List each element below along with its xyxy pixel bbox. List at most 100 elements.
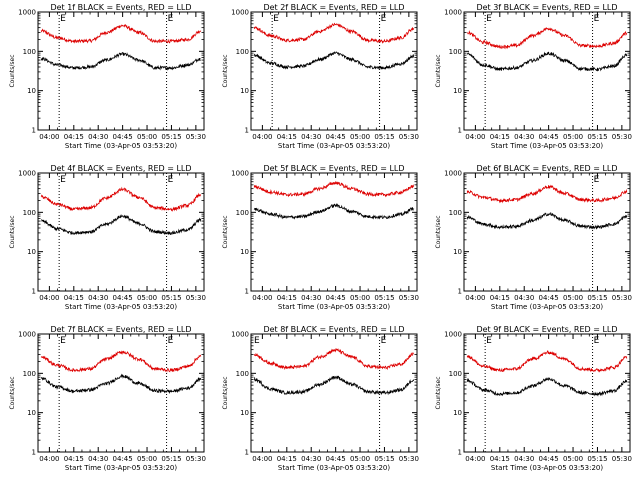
x-tick-label: 04:00 xyxy=(252,133,272,141)
data-point xyxy=(302,193,304,195)
x-tick-label: 04:45 xyxy=(539,455,559,463)
data-point xyxy=(187,205,189,206)
x-tick-label: 04:00 xyxy=(39,294,59,302)
data-point xyxy=(40,30,42,32)
data-point xyxy=(122,53,124,55)
y-tick-label: 100 xyxy=(236,370,249,378)
data-point xyxy=(613,197,615,199)
data-point xyxy=(367,366,369,367)
y-tick-label: 1000 xyxy=(231,170,249,178)
y-tick-label: 100 xyxy=(23,370,36,378)
data-point xyxy=(466,191,468,193)
plot-frame xyxy=(250,333,418,453)
y-tick-label: 1 xyxy=(458,288,462,296)
y-tick-label: 1000 xyxy=(231,9,249,17)
y-tick-label: 100 xyxy=(449,370,462,378)
data-point xyxy=(483,41,484,43)
data-point xyxy=(413,28,415,29)
data-point xyxy=(626,191,628,192)
data-point xyxy=(613,65,615,67)
data-point xyxy=(302,391,304,393)
data-point xyxy=(138,59,140,61)
y-axis-label: Counts/sec xyxy=(435,54,442,87)
data-point xyxy=(351,384,353,385)
lld-rate-line xyxy=(40,24,201,44)
data-point xyxy=(515,45,517,46)
panel-title: Det 3f BLACK = Events, RED = LLD xyxy=(476,3,617,12)
x-tick-label: 05:30 xyxy=(186,133,206,141)
data-point xyxy=(200,378,202,380)
data-point xyxy=(400,214,402,215)
lld-rate-line xyxy=(253,22,415,44)
data-point xyxy=(483,223,484,225)
y-tick-label: 1 xyxy=(245,127,249,135)
data-point xyxy=(597,369,598,371)
x-tick-label: 05:30 xyxy=(399,294,419,302)
x-tick-label: 05:30 xyxy=(612,455,632,463)
data-point xyxy=(466,32,468,33)
data-point xyxy=(367,39,369,41)
data-point xyxy=(187,366,189,367)
data-point xyxy=(318,31,320,32)
data-point xyxy=(105,383,107,384)
x-tick-label: 04:15 xyxy=(490,294,510,302)
y-axis-label: Counts/sec xyxy=(9,54,16,87)
x-tick-label: 04:00 xyxy=(465,133,485,141)
x-tick-label: 04:00 xyxy=(252,455,272,463)
event-marker-label: E xyxy=(381,14,387,24)
data-point xyxy=(318,211,320,212)
data-point xyxy=(270,388,271,390)
data-point xyxy=(138,358,140,360)
detector-panel: Det 6f BLACK = Events, RED = LLD 1 10 100 10… xyxy=(435,164,632,311)
plot-frame xyxy=(463,11,631,131)
data-point xyxy=(122,189,124,190)
data-point xyxy=(200,219,202,221)
data-point xyxy=(122,375,124,377)
y-axis-label: Counts/sec xyxy=(9,376,16,409)
data-point xyxy=(400,192,402,193)
y-tick-label: 1000 xyxy=(444,9,462,17)
y-axis-label: Counts/sec xyxy=(435,215,442,248)
data-point xyxy=(73,369,75,371)
x-tick-label: 05:30 xyxy=(399,455,419,463)
x-axis-label: Start Time (03-Apr-05 03:53:20) xyxy=(491,303,603,311)
x-axis-label: Start Time (03-Apr-05 03:53:20) xyxy=(491,142,603,150)
data-point xyxy=(253,354,255,355)
data-point xyxy=(138,196,140,198)
event-marker-label: E xyxy=(168,175,174,185)
data-point xyxy=(351,59,353,60)
event-marker-label: E xyxy=(254,336,260,346)
plot-frame xyxy=(37,11,205,131)
data-point xyxy=(499,393,501,395)
data-point xyxy=(400,363,402,365)
data-point xyxy=(270,362,271,364)
event-marker-label: E xyxy=(273,14,279,24)
plot-frame xyxy=(37,333,205,453)
data-point xyxy=(564,35,566,37)
data-point xyxy=(40,220,42,222)
x-tick-label: 04:45 xyxy=(113,133,133,141)
data-point xyxy=(171,369,172,371)
data-point xyxy=(89,40,91,42)
y-tick-label: 1 xyxy=(32,127,36,135)
y-tick-label: 1000 xyxy=(18,9,36,17)
x-axis-label: Start Time (03-Apr-05 03:53:20) xyxy=(491,464,603,472)
data-point xyxy=(580,68,582,70)
panel-title: Det 9f BLACK = Events, RED = LLD xyxy=(476,325,617,334)
y-tick-label: 10 xyxy=(27,87,36,95)
data-point xyxy=(413,185,415,187)
y-tick-label: 10 xyxy=(27,409,36,417)
data-point xyxy=(367,216,369,217)
data-point xyxy=(154,40,156,42)
x-axis-label: Start Time (03-Apr-05 03:53:20) xyxy=(278,303,390,311)
lld-rate-line xyxy=(466,184,628,204)
detector-panel: Det 3f BLACK = Events, RED = LLD 1 10 100 10… xyxy=(435,3,632,150)
data-point xyxy=(466,355,468,357)
data-point xyxy=(286,392,288,394)
y-tick-label: 1 xyxy=(458,127,462,135)
data-point xyxy=(318,384,320,385)
panel-title: Det 8f BLACK = Events, RED = LLD xyxy=(263,325,404,334)
data-point xyxy=(89,66,91,68)
data-point xyxy=(626,216,628,217)
y-axis-label: Counts/sec xyxy=(435,376,442,409)
